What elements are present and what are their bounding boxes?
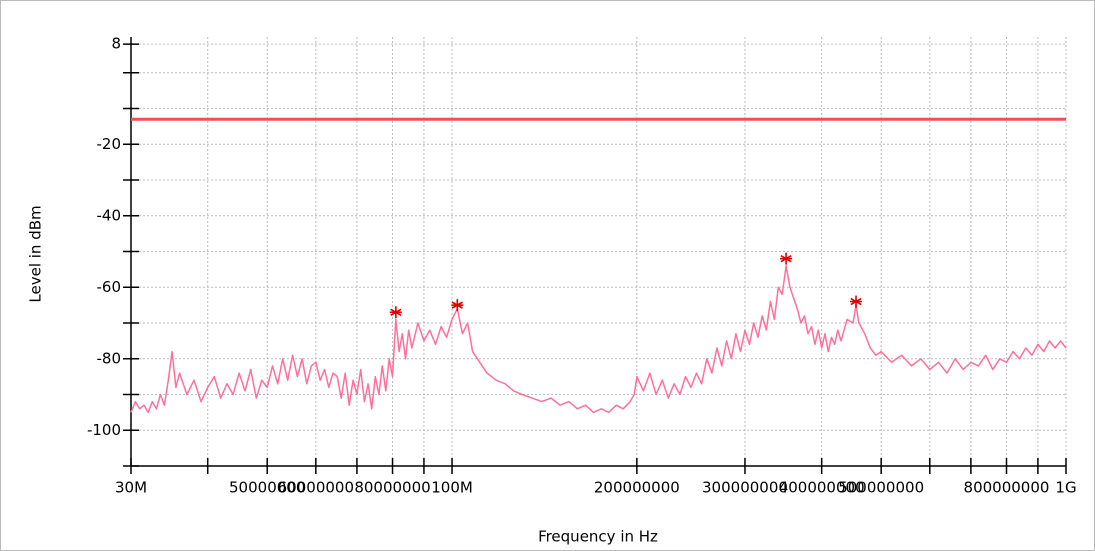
x-tick-label: 30M	[115, 479, 147, 497]
peak-marker	[780, 252, 793, 265]
x-axis-label: Frequency in Hz	[538, 528, 658, 546]
x-tick-label: 800000000	[964, 479, 1050, 497]
y-tick-label: -40	[97, 206, 122, 224]
x-tick-label: 80000000	[354, 479, 430, 497]
x-tick-label: 60000000	[278, 479, 354, 497]
x-tick-label: 100M	[431, 479, 473, 497]
y-tick-label: -20	[97, 135, 122, 153]
x-tick-label: 500000000	[838, 479, 924, 497]
trace	[130, 265, 1067, 414]
y-tick-label: -80	[97, 349, 122, 367]
y-tick-label: -60	[97, 278, 122, 296]
y-axis-label: Level in dBm	[27, 205, 45, 302]
peak-marker	[850, 295, 863, 308]
y-tick-label: -100	[87, 421, 121, 439]
x-tick-label: 400000000	[779, 479, 865, 497]
x-tick-label: 200000000	[594, 479, 680, 497]
x-tick-label: 1G	[1055, 479, 1076, 497]
y-tick-label: 8	[111, 35, 121, 53]
peak-marker	[389, 306, 402, 319]
x-tick-label: 300000000	[702, 479, 788, 497]
x-tick-label: 50000000	[229, 479, 305, 497]
peak-marker	[451, 299, 464, 312]
